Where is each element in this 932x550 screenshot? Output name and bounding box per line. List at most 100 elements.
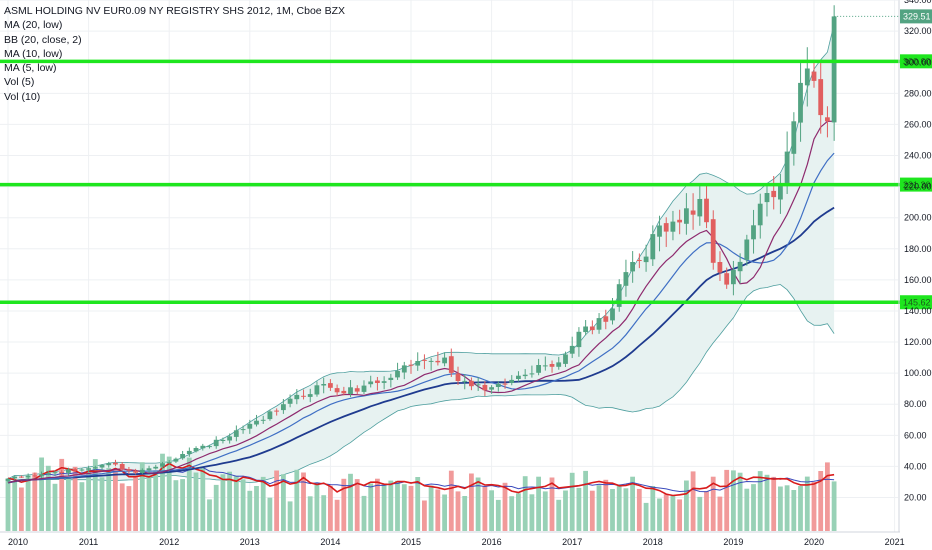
volume-bar [670,496,676,531]
candle [482,381,488,397]
legend-ma5[interactable]: MA (5, low) [4,62,57,75]
volume-bar [166,456,172,531]
volume-bar [509,496,515,531]
candle [415,352,421,371]
price-tick-label: 80.00 [904,399,927,409]
candle [509,375,515,386]
last-price-label: 329.51 [903,12,931,22]
level-line[interactable]: 300.60 [0,54,932,69]
level-tag [900,177,932,192]
candle [166,460,172,465]
level-line[interactable]: 145.62 [0,295,932,310]
volume-bar [704,491,709,531]
candle [576,327,582,357]
volume-bar [798,486,803,531]
volume-bar [354,479,360,531]
candle [375,376,380,391]
volume-bar [348,473,353,531]
candle [422,354,427,370]
volume-bar [5,478,11,531]
candle [737,253,743,284]
volume-bar [220,474,226,531]
candle [354,385,360,395]
price-tick-label: 180.00 [904,244,932,254]
candle [381,376,387,390]
time-axis[interactable]: 2010 2011 2012 2013 2014 2015 2016 2017 2018 2019… [0,531,905,547]
ma10-line [7,152,835,484]
legend-ma20[interactable]: MA (20, low) [4,19,63,32]
legend-symbol[interactable]: ASML HOLDING NV EUR0.09 NY REGISTRY SHS … [4,5,345,17]
candle [549,360,555,373]
volume-bar [764,474,770,531]
bb-fill [8,23,835,483]
volume-bar [233,475,239,531]
candle [314,381,320,397]
candle [72,467,78,473]
candle [542,356,548,371]
volume-bar [267,497,273,531]
volume-bar [455,491,461,531]
horizontal-levels[interactable]: 300.60 221.30 145.62 [0,54,932,310]
candle [710,210,716,270]
candle [213,436,219,449]
time-tick-label: 2019 [723,537,743,547]
price-tick-label: 160.00 [904,275,932,285]
volume-bar [133,477,138,531]
candle [113,459,118,467]
volume-bar [368,483,374,531]
candle [724,267,730,289]
legend-ma10[interactable]: MA (10, low) [4,47,63,60]
price-axis[interactable]: 20.00 40.00 60.00 80.00 100.00 120.00 140.00 16… [898,0,932,532]
candle [119,462,125,471]
volume-bar [213,484,219,531]
candle [207,444,212,449]
volume-bar [422,500,427,531]
candle [106,461,112,468]
volume-bar [542,491,548,531]
volume-bar [19,487,24,531]
candle [831,5,837,141]
volume-bar [200,466,206,531]
price-tick-label: 260.00 [904,119,932,129]
volume-bar [361,495,367,531]
volume-bar [630,476,635,531]
level-line[interactable]: 221.30 [0,177,932,192]
volume-bar [119,483,125,531]
candle [502,378,508,389]
volume-bar [522,476,528,531]
candle [529,365,535,378]
volume-bar [710,476,716,531]
legend-vol5[interactable]: Vol (5) [4,76,35,89]
candle [321,377,327,394]
candle [690,193,696,230]
candle [220,437,226,444]
volume-bar [831,481,837,531]
price-tick-label: 240.00 [904,151,932,161]
volume-bar [737,472,743,531]
candle [341,386,347,396]
candle [307,388,313,403]
candle [139,468,145,475]
time-tick-label: 2015 [401,537,421,547]
candle [704,183,709,229]
vol5-line [7,462,835,497]
legend-bb[interactable]: BB (20, close, 2) [4,33,82,46]
candle [798,63,803,142]
candle [126,466,132,474]
candle [475,377,481,391]
candle [153,464,159,470]
candle [583,320,588,336]
candle [825,106,830,138]
candle [388,373,394,388]
volume-bar [448,470,454,531]
volume-bar [603,479,609,531]
candle [294,389,300,405]
volume-bar [160,453,165,531]
volume-bar [180,479,185,531]
volume-bar [623,488,629,531]
volume-bar [301,472,306,531]
level-label: 300.60 [903,57,931,67]
candle [442,352,447,367]
legend-vol10[interactable]: Vol (10) [4,90,41,103]
